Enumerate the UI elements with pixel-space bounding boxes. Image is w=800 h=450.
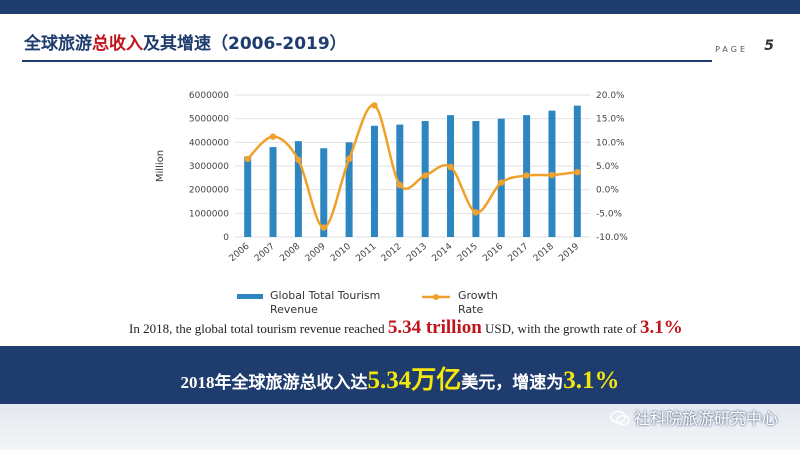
growth-point-2015 (472, 209, 480, 216)
combo-chart: 0 1000000 2000000 3000000 4000000 5000000 6000… (155, 91, 628, 316)
y2-tick-label: 0.0% (596, 186, 619, 196)
growth-point-2011 (371, 102, 378, 109)
x-tick-label: 2009 (304, 241, 328, 264)
y-axis-label: Million (155, 150, 166, 182)
summary-text: In 2018, the global total tourism revenu… (129, 321, 388, 336)
bar-2009 (320, 148, 328, 237)
growth-point-2008 (295, 156, 302, 164)
growth-point-2006 (244, 155, 251, 163)
summary-rate: 3.1% (639, 317, 683, 338)
bar-2008 (294, 141, 302, 237)
bar-2013 (421, 121, 429, 237)
x-tick-label: 2014 (430, 241, 454, 264)
bar-2010 (345, 142, 353, 237)
y2-tick-label: 15.0% (596, 115, 625, 125)
bar-2006 (244, 156, 252, 237)
x-tick-label: 2013 (405, 242, 429, 264)
growth-point-2014 (447, 163, 454, 171)
y2-tick-label: 10.0% (596, 138, 625, 148)
growth-point-2013 (421, 172, 429, 179)
legend-marker-growth (433, 294, 439, 300)
x-axis-ticks: 2006 2007 2008 2009 2010 2011 2012 2013 2014 2015… (228, 241, 582, 264)
x-tick-label: 2016 (481, 241, 505, 264)
growth-line-path (246, 104, 578, 229)
bar-2015 (472, 121, 480, 237)
x-tick-label: 2012 (380, 242, 404, 264)
footer-background (0, 404, 800, 450)
english-summary: In 2018, the global total tourism revenu… (129, 317, 683, 339)
x-tick-label: 2018 (532, 241, 556, 264)
title-divider (22, 60, 712, 62)
y-tick-label: 1000000 (189, 209, 229, 219)
y2-tick-label: -10.0% (596, 233, 628, 243)
legend-label-growth: Growth (458, 289, 498, 302)
bar-2016 (497, 118, 505, 237)
y2-tick-label: -5.0% (596, 209, 623, 219)
summary-value: 5.34 trillion (387, 317, 482, 338)
gridlines (235, 94, 590, 238)
highlight-banner (0, 346, 800, 404)
x-tick-label: 2011 (354, 242, 378, 264)
legend-label-revenue-line2: Revenue (270, 303, 318, 316)
banner-middle: 美元，增速为 (461, 373, 564, 392)
bar-2011 (370, 125, 378, 237)
growth-line (244, 102, 581, 231)
top-accent-bar (0, 0, 800, 14)
watermark: 社科院旅游研究中心 (610, 405, 778, 429)
bar-2012 (396, 124, 404, 237)
legend-swatch-revenue (237, 294, 263, 299)
x-tick-label: 2017 (507, 242, 531, 264)
watermark-text: 社科院旅游研究中心 (633, 409, 778, 428)
title-text-suffix: 及其增速（2006-2019） (143, 34, 347, 54)
y-tick-label: 2000000 (189, 186, 229, 196)
summary-text-middle: USD, with the growth rate of (481, 321, 640, 336)
legend-label-growth-line2: Rate (458, 303, 483, 316)
growth-point-2010 (345, 155, 353, 163)
bar-2007 (269, 147, 277, 237)
growth-point-2007 (269, 133, 277, 140)
x-tick-label: 2008 (278, 241, 302, 264)
page-title: 全球旅游总收入及其增速（2006-2019） (24, 29, 347, 54)
title-text: 全球旅游 (24, 34, 92, 54)
page-number: 5 (764, 38, 774, 54)
wechat-icon (610, 410, 630, 426)
title-highlight: 总收入 (92, 34, 143, 54)
y2-tick-label: 5.0% (596, 162, 619, 172)
revenue-bars (244, 105, 581, 238)
x-tick-label: 2006 (228, 241, 252, 264)
x-tick-label: 2015 (456, 242, 480, 264)
growth-point-2017 (523, 172, 530, 179)
x-tick-label: 2007 (253, 242, 277, 264)
y-tick-label: 6000000 (189, 91, 229, 101)
growth-point-2018 (548, 171, 556, 179)
y2-tick-label: 20.0% (596, 91, 625, 101)
banner-rate: 3.1% (563, 367, 620, 394)
growth-point-2009 (320, 224, 327, 231)
y-tick-label: 4000000 (189, 138, 229, 148)
y-tick-label: 3000000 (189, 162, 229, 172)
x-tick-label: 2019 (557, 241, 581, 264)
y-tick-label: 5000000 (189, 115, 229, 125)
x-tick-label: 2010 (329, 241, 353, 264)
legend-label-revenue: Global Total Tourism (270, 289, 380, 302)
growth-point-2019 (574, 168, 581, 176)
page-label: PAGE (715, 45, 748, 54)
y2-axis-ticks: -10.0% -5.0% 0.0% 5.0% 10.0% 15.0% 20.0% (596, 91, 628, 243)
y-tick-label: 0 (223, 233, 229, 243)
banner-text: 2018年全球旅游总收入达5.34万亿美元，增速为3.1% (0, 360, 800, 396)
banner-prefix: 2018年全球旅游总收入达 (180, 373, 368, 392)
banner-value: 5.34万亿 (367, 367, 462, 394)
bar-2014 (447, 115, 455, 237)
y-axis-ticks: 0 1000000 2000000 3000000 4000000 5000000 6000… (189, 91, 229, 243)
growth-point-2016 (498, 179, 505, 186)
growth-point-2012 (396, 181, 404, 189)
